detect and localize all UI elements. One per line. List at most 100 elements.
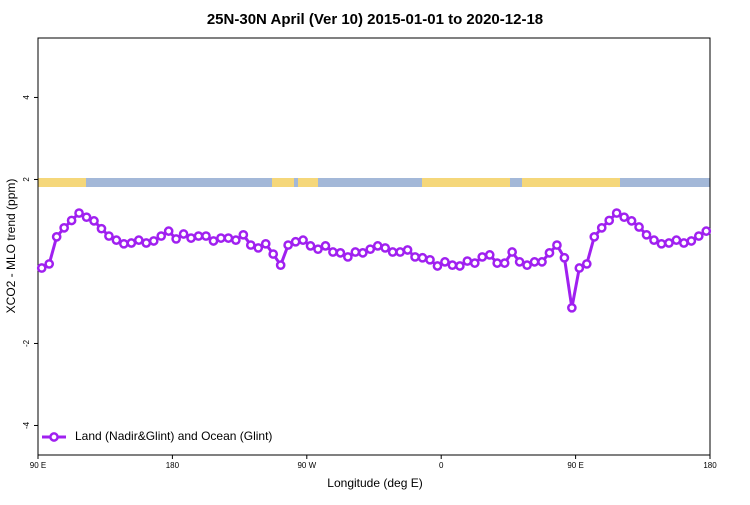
point bbox=[417, 252, 428, 263]
point bbox=[283, 240, 293, 250]
point bbox=[335, 248, 346, 258]
chart-title: 25N-30N April (Ver 10) 2015-01-01 to 202… bbox=[207, 11, 543, 28]
point bbox=[141, 238, 152, 248]
point bbox=[589, 232, 600, 242]
point bbox=[208, 236, 219, 246]
point bbox=[507, 247, 517, 257]
y-tick-label: 4 bbox=[22, 95, 31, 100]
point bbox=[96, 223, 107, 234]
point bbox=[357, 248, 368, 258]
x-tick-label: 90 E bbox=[30, 461, 46, 470]
point bbox=[193, 231, 204, 241]
point bbox=[529, 257, 540, 267]
point bbox=[148, 236, 159, 246]
point bbox=[260, 238, 271, 249]
point bbox=[387, 247, 398, 257]
point bbox=[372, 241, 383, 251]
x-tick-label: 180 bbox=[703, 461, 717, 470]
point bbox=[432, 261, 443, 271]
point bbox=[36, 263, 47, 273]
point bbox=[477, 252, 488, 262]
point bbox=[156, 231, 167, 241]
plot-frame bbox=[37, 37, 711, 456]
point bbox=[596, 222, 607, 233]
x-tick-label: 0 bbox=[439, 461, 444, 470]
point bbox=[245, 240, 256, 250]
point bbox=[693, 231, 704, 241]
point bbox=[641, 229, 652, 240]
x-tick-label: 90 E bbox=[567, 461, 583, 470]
point bbox=[365, 244, 376, 255]
point bbox=[492, 258, 503, 268]
point bbox=[447, 260, 458, 271]
x-tick-label: 90 W bbox=[297, 461, 316, 470]
point bbox=[402, 245, 413, 255]
point bbox=[522, 260, 532, 271]
point bbox=[611, 208, 622, 218]
point bbox=[126, 238, 137, 248]
legend-marker bbox=[49, 432, 59, 442]
point bbox=[253, 243, 264, 253]
point bbox=[544, 248, 555, 258]
y-tick-label: 2 bbox=[22, 177, 31, 182]
point bbox=[469, 258, 480, 268]
point bbox=[275, 260, 286, 271]
y-tick-label: -2 bbox=[22, 339, 31, 347]
point bbox=[656, 238, 667, 249]
point bbox=[425, 254, 435, 265]
point bbox=[51, 232, 62, 242]
point bbox=[581, 259, 592, 269]
legend-label: Land (Nadir&Glint) and Ocean (Glint) bbox=[75, 429, 272, 443]
point bbox=[679, 238, 689, 248]
point bbox=[66, 215, 77, 226]
point bbox=[499, 258, 510, 268]
point bbox=[619, 212, 629, 223]
point bbox=[104, 231, 114, 241]
point bbox=[59, 222, 69, 233]
point bbox=[44, 259, 55, 269]
point bbox=[89, 216, 99, 226]
y-tick-label: -4 bbox=[22, 421, 31, 429]
point bbox=[290, 236, 301, 247]
point bbox=[634, 222, 644, 232]
point bbox=[133, 235, 144, 245]
point bbox=[81, 212, 92, 223]
point bbox=[484, 250, 495, 260]
point bbox=[455, 261, 465, 271]
point bbox=[395, 247, 405, 257]
point bbox=[440, 257, 450, 267]
point bbox=[380, 243, 391, 253]
point bbox=[74, 208, 84, 218]
point bbox=[328, 247, 338, 257]
point bbox=[171, 234, 181, 244]
point bbox=[111, 235, 122, 245]
point bbox=[305, 241, 316, 251]
series-line bbox=[41, 211, 708, 309]
point bbox=[313, 244, 323, 255]
point bbox=[664, 238, 674, 248]
point bbox=[216, 233, 226, 243]
point bbox=[410, 252, 420, 262]
y-axis-label: XCO2 - MLO trend (ppm) bbox=[4, 179, 18, 314]
point bbox=[350, 247, 361, 257]
point bbox=[552, 240, 562, 250]
point bbox=[649, 235, 659, 245]
point bbox=[462, 256, 473, 266]
point bbox=[567, 302, 577, 313]
map-strip bbox=[38, 178, 710, 187]
point bbox=[298, 235, 308, 245]
point bbox=[186, 233, 196, 243]
point bbox=[701, 226, 712, 236]
point bbox=[537, 257, 547, 267]
point bbox=[201, 231, 211, 241]
point bbox=[238, 229, 249, 240]
point bbox=[574, 263, 585, 273]
x-axis-label: Longitude (deg E) bbox=[327, 476, 422, 490]
point bbox=[343, 252, 353, 262]
point bbox=[223, 233, 234, 243]
point bbox=[686, 236, 697, 246]
point bbox=[178, 229, 189, 239]
point bbox=[671, 235, 682, 245]
point bbox=[320, 241, 331, 251]
point bbox=[604, 215, 615, 226]
